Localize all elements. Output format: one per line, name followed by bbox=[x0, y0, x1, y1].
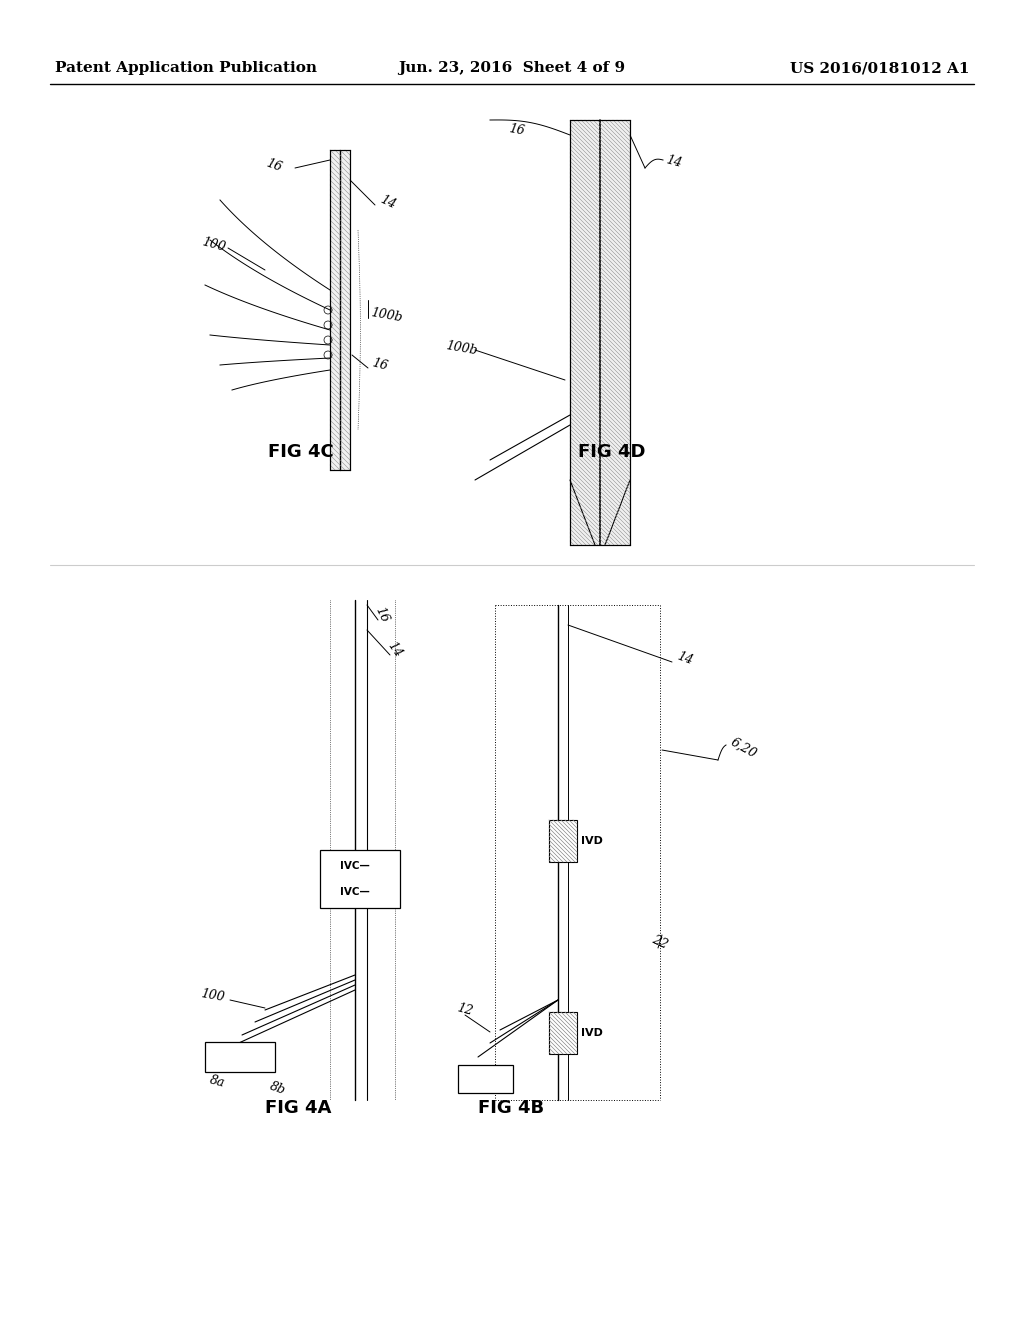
Text: Jun. 23, 2016  Sheet 4 of 9: Jun. 23, 2016 Sheet 4 of 9 bbox=[398, 61, 626, 75]
Text: FIG 4A: FIG 4A bbox=[265, 1100, 332, 1117]
Text: 14: 14 bbox=[385, 640, 404, 660]
Bar bbox=[330, 150, 350, 470]
Text: FIG 4C: FIG 4C bbox=[268, 444, 334, 461]
Text: 8b: 8b bbox=[268, 1080, 288, 1097]
Text: 14: 14 bbox=[378, 193, 398, 211]
Text: IVD: IVD bbox=[581, 836, 603, 846]
Bar bbox=[458, 1065, 513, 1093]
Text: IVC—: IVC— bbox=[340, 887, 370, 898]
Text: IVC—: IVC— bbox=[340, 861, 370, 871]
Text: 100b: 100b bbox=[445, 339, 479, 358]
Bar bbox=[205, 1041, 275, 1072]
Text: 16: 16 bbox=[508, 123, 526, 137]
Text: 16: 16 bbox=[264, 156, 284, 174]
Text: FIG 4D: FIG 4D bbox=[578, 444, 645, 461]
Text: 14: 14 bbox=[675, 649, 694, 667]
Text: US 2016/0181012 A1: US 2016/0181012 A1 bbox=[791, 61, 970, 75]
Text: 100: 100 bbox=[200, 987, 226, 1005]
Text: FIG 4B: FIG 4B bbox=[478, 1100, 544, 1117]
Text: Patent Application Publication: Patent Application Publication bbox=[55, 61, 317, 75]
Text: 100: 100 bbox=[200, 235, 226, 255]
Text: 6,20: 6,20 bbox=[728, 735, 759, 760]
Text: 12: 12 bbox=[455, 1002, 474, 1018]
Text: 22: 22 bbox=[650, 933, 670, 952]
Text: 16: 16 bbox=[372, 605, 390, 624]
Text: IVD: IVD bbox=[581, 1028, 603, 1038]
Bar bbox=[570, 120, 630, 545]
Text: 16: 16 bbox=[370, 356, 389, 374]
Bar bbox=[549, 1012, 577, 1053]
Text: 8a: 8a bbox=[208, 1073, 226, 1090]
Text: 100b: 100b bbox=[370, 306, 403, 325]
Text: 14: 14 bbox=[664, 153, 683, 170]
Bar bbox=[549, 820, 577, 862]
Bar bbox=[319, 850, 400, 908]
